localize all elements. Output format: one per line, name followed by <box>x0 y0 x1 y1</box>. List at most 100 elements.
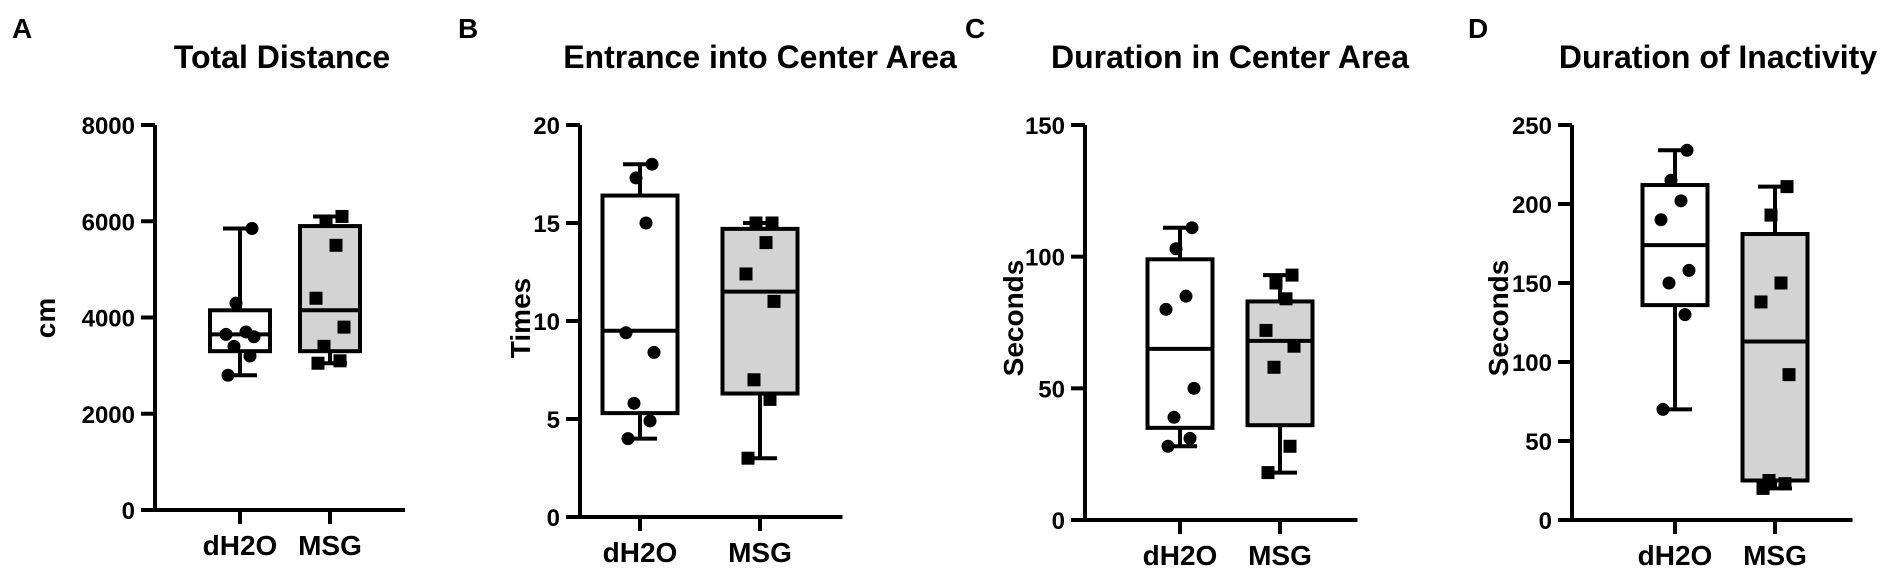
panel-a: A Total Distance cm 0 2000 4000 6000 8000 dH2O MS… <box>12 13 405 561</box>
data-point <box>333 354 347 368</box>
y-tick-label: 0 <box>122 498 135 525</box>
y-tick-label: 100 <box>1512 350 1552 377</box>
chart-title: Duration in Center Area <box>1051 39 1409 75</box>
data-point <box>309 291 323 305</box>
data-point <box>243 349 257 363</box>
data-point <box>1654 213 1668 227</box>
x-tick-label: MSG <box>298 530 362 561</box>
y-tick-label: 150 <box>1512 271 1552 298</box>
panel-letter: B <box>458 13 478 44</box>
panel-letter: A <box>12 13 32 44</box>
data-point <box>229 296 243 310</box>
data-point <box>643 414 657 428</box>
box-iqr <box>600 193 680 416</box>
panel-b: B Entrance into Center Area Times 0 5 10 15 20 d… <box>458 13 957 568</box>
y-tick-label: 10 <box>533 309 560 336</box>
y-tick-label: 5 <box>547 407 560 434</box>
data-point <box>1169 242 1183 256</box>
data-point <box>1267 360 1281 374</box>
data-point <box>1269 276 1283 290</box>
data-point <box>337 320 351 334</box>
y-tick-label: 50 <box>1525 429 1552 456</box>
y-tick-label: 15 <box>533 211 560 238</box>
data-point <box>749 216 763 230</box>
data-point <box>1187 381 1201 395</box>
data-point <box>1780 180 1794 194</box>
data-point <box>1261 466 1275 480</box>
data-point <box>1279 292 1293 306</box>
y-axis-title: Times <box>505 278 536 358</box>
data-point <box>747 373 761 387</box>
data-point <box>1664 173 1678 187</box>
data-point <box>1754 295 1768 309</box>
y-tick-label: 0 <box>1052 508 1065 535</box>
data-point <box>1183 431 1197 445</box>
data-point <box>1259 323 1273 337</box>
box-dh2o <box>1145 221 1215 453</box>
data-point <box>1167 410 1181 424</box>
chart-title: Total Distance <box>174 39 390 75</box>
y-tick-label: 150 <box>1025 113 1065 140</box>
data-point <box>741 451 755 465</box>
panel-c: C Duration in Center Area Seconds 0 50 100 150… <box>965 13 1409 568</box>
y-tick-label: 200 <box>1512 192 1552 219</box>
x-tick-label: dH2O <box>603 537 678 568</box>
data-point <box>1774 276 1788 290</box>
data-point <box>1179 289 1193 303</box>
data-point <box>1782 368 1796 382</box>
data-point <box>1159 302 1173 316</box>
box-iqr <box>720 226 800 396</box>
x-tick-label: MSG <box>728 537 792 568</box>
data-point <box>1678 308 1692 322</box>
data-point <box>311 356 325 370</box>
box-msg <box>1740 180 1810 495</box>
box-iqr <box>1740 232 1810 483</box>
x-tick-label: dH2O <box>203 530 278 561</box>
y-tick-label: 4000 <box>82 306 135 333</box>
data-point <box>335 209 349 223</box>
x-tick-label: dH2O <box>1638 540 1713 568</box>
data-point <box>319 214 333 228</box>
data-point <box>647 345 661 359</box>
data-point <box>227 339 241 353</box>
y-tick-label: 8000 <box>82 113 135 140</box>
y-tick-label: 50 <box>1038 376 1065 403</box>
data-point <box>767 294 781 308</box>
data-point <box>1161 439 1175 453</box>
data-point <box>1283 439 1297 453</box>
data-point <box>639 216 653 230</box>
x-tick-label: dH2O <box>1143 540 1218 568</box>
data-point <box>1662 276 1676 290</box>
data-point <box>1764 208 1778 222</box>
data-point <box>239 325 253 339</box>
panel-letter: C <box>965 13 985 44</box>
data-point <box>245 221 259 235</box>
panel-d: D Duration of Inactivity Seconds 0 50 100 150 2… <box>1468 13 1877 568</box>
data-point <box>739 267 753 281</box>
data-point <box>1656 402 1670 416</box>
data-point <box>1287 339 1301 353</box>
data-point <box>1682 263 1696 277</box>
data-point <box>765 216 779 230</box>
chart-title: Entrance into Center Area <box>563 39 957 75</box>
y-tick-label: 2000 <box>82 402 135 429</box>
y-tick-label: 250 <box>1512 113 1552 140</box>
y-axis-title: cm <box>30 298 61 338</box>
data-point <box>759 236 773 250</box>
data-point <box>627 396 641 410</box>
chart-title: Duration of Inactivity <box>1559 39 1877 75</box>
box-msg <box>720 216 800 465</box>
y-tick-label: 0 <box>547 505 560 532</box>
y-tick-label: 20 <box>533 113 560 140</box>
box-msg <box>1245 268 1315 480</box>
y-tick-label: 0 <box>1539 508 1552 535</box>
data-point <box>763 392 777 406</box>
data-point <box>1778 477 1792 491</box>
data-point <box>219 327 233 341</box>
data-point <box>621 432 635 446</box>
box-dh2o <box>208 221 272 382</box>
data-point <box>645 157 659 171</box>
data-point <box>1680 143 1694 157</box>
data-point <box>317 339 331 353</box>
